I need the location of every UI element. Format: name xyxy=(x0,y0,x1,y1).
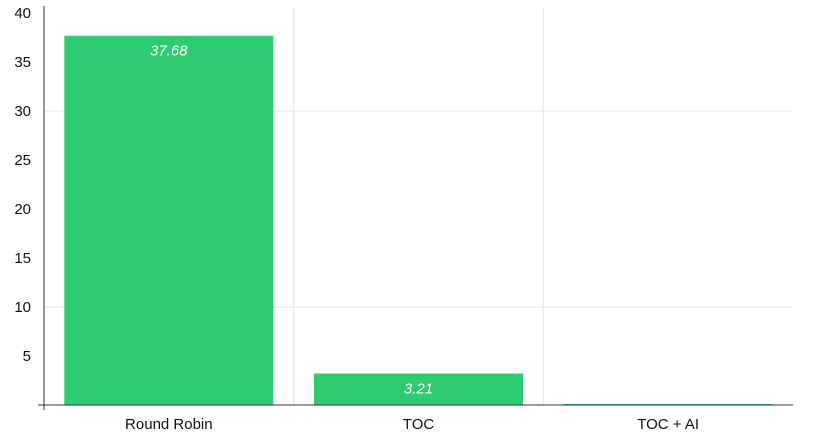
y-tick-label: 15 xyxy=(14,250,31,267)
x-tick-label: TOC xyxy=(403,416,435,433)
y-tick-label: 5 xyxy=(23,348,31,365)
x-tick-label: Round Robin xyxy=(125,416,213,433)
x-tick-label: TOC + AI xyxy=(637,416,699,433)
data-labels: 37.68 3.21 xyxy=(150,43,433,398)
data-label-0: 37.68 xyxy=(150,43,188,60)
bar-1 xyxy=(314,373,523,405)
axes xyxy=(38,6,793,410)
y-tick-label: 20 xyxy=(14,201,31,218)
y-tick-label: 30 xyxy=(14,103,31,120)
bars xyxy=(64,35,773,406)
y-tick-label: 35 xyxy=(14,54,31,71)
y-tick-label: 10 xyxy=(14,299,31,316)
y-tick-label: 40 xyxy=(14,5,31,22)
x-tick-labels: Round Robin TOC TOC + AI xyxy=(125,416,699,433)
y-tick-label: 25 xyxy=(14,152,31,169)
y-tick-labels: 5 10 15 20 25 30 35 40 xyxy=(14,5,31,365)
bar-0 xyxy=(64,35,274,406)
data-label-1: 3.21 xyxy=(404,381,433,398)
